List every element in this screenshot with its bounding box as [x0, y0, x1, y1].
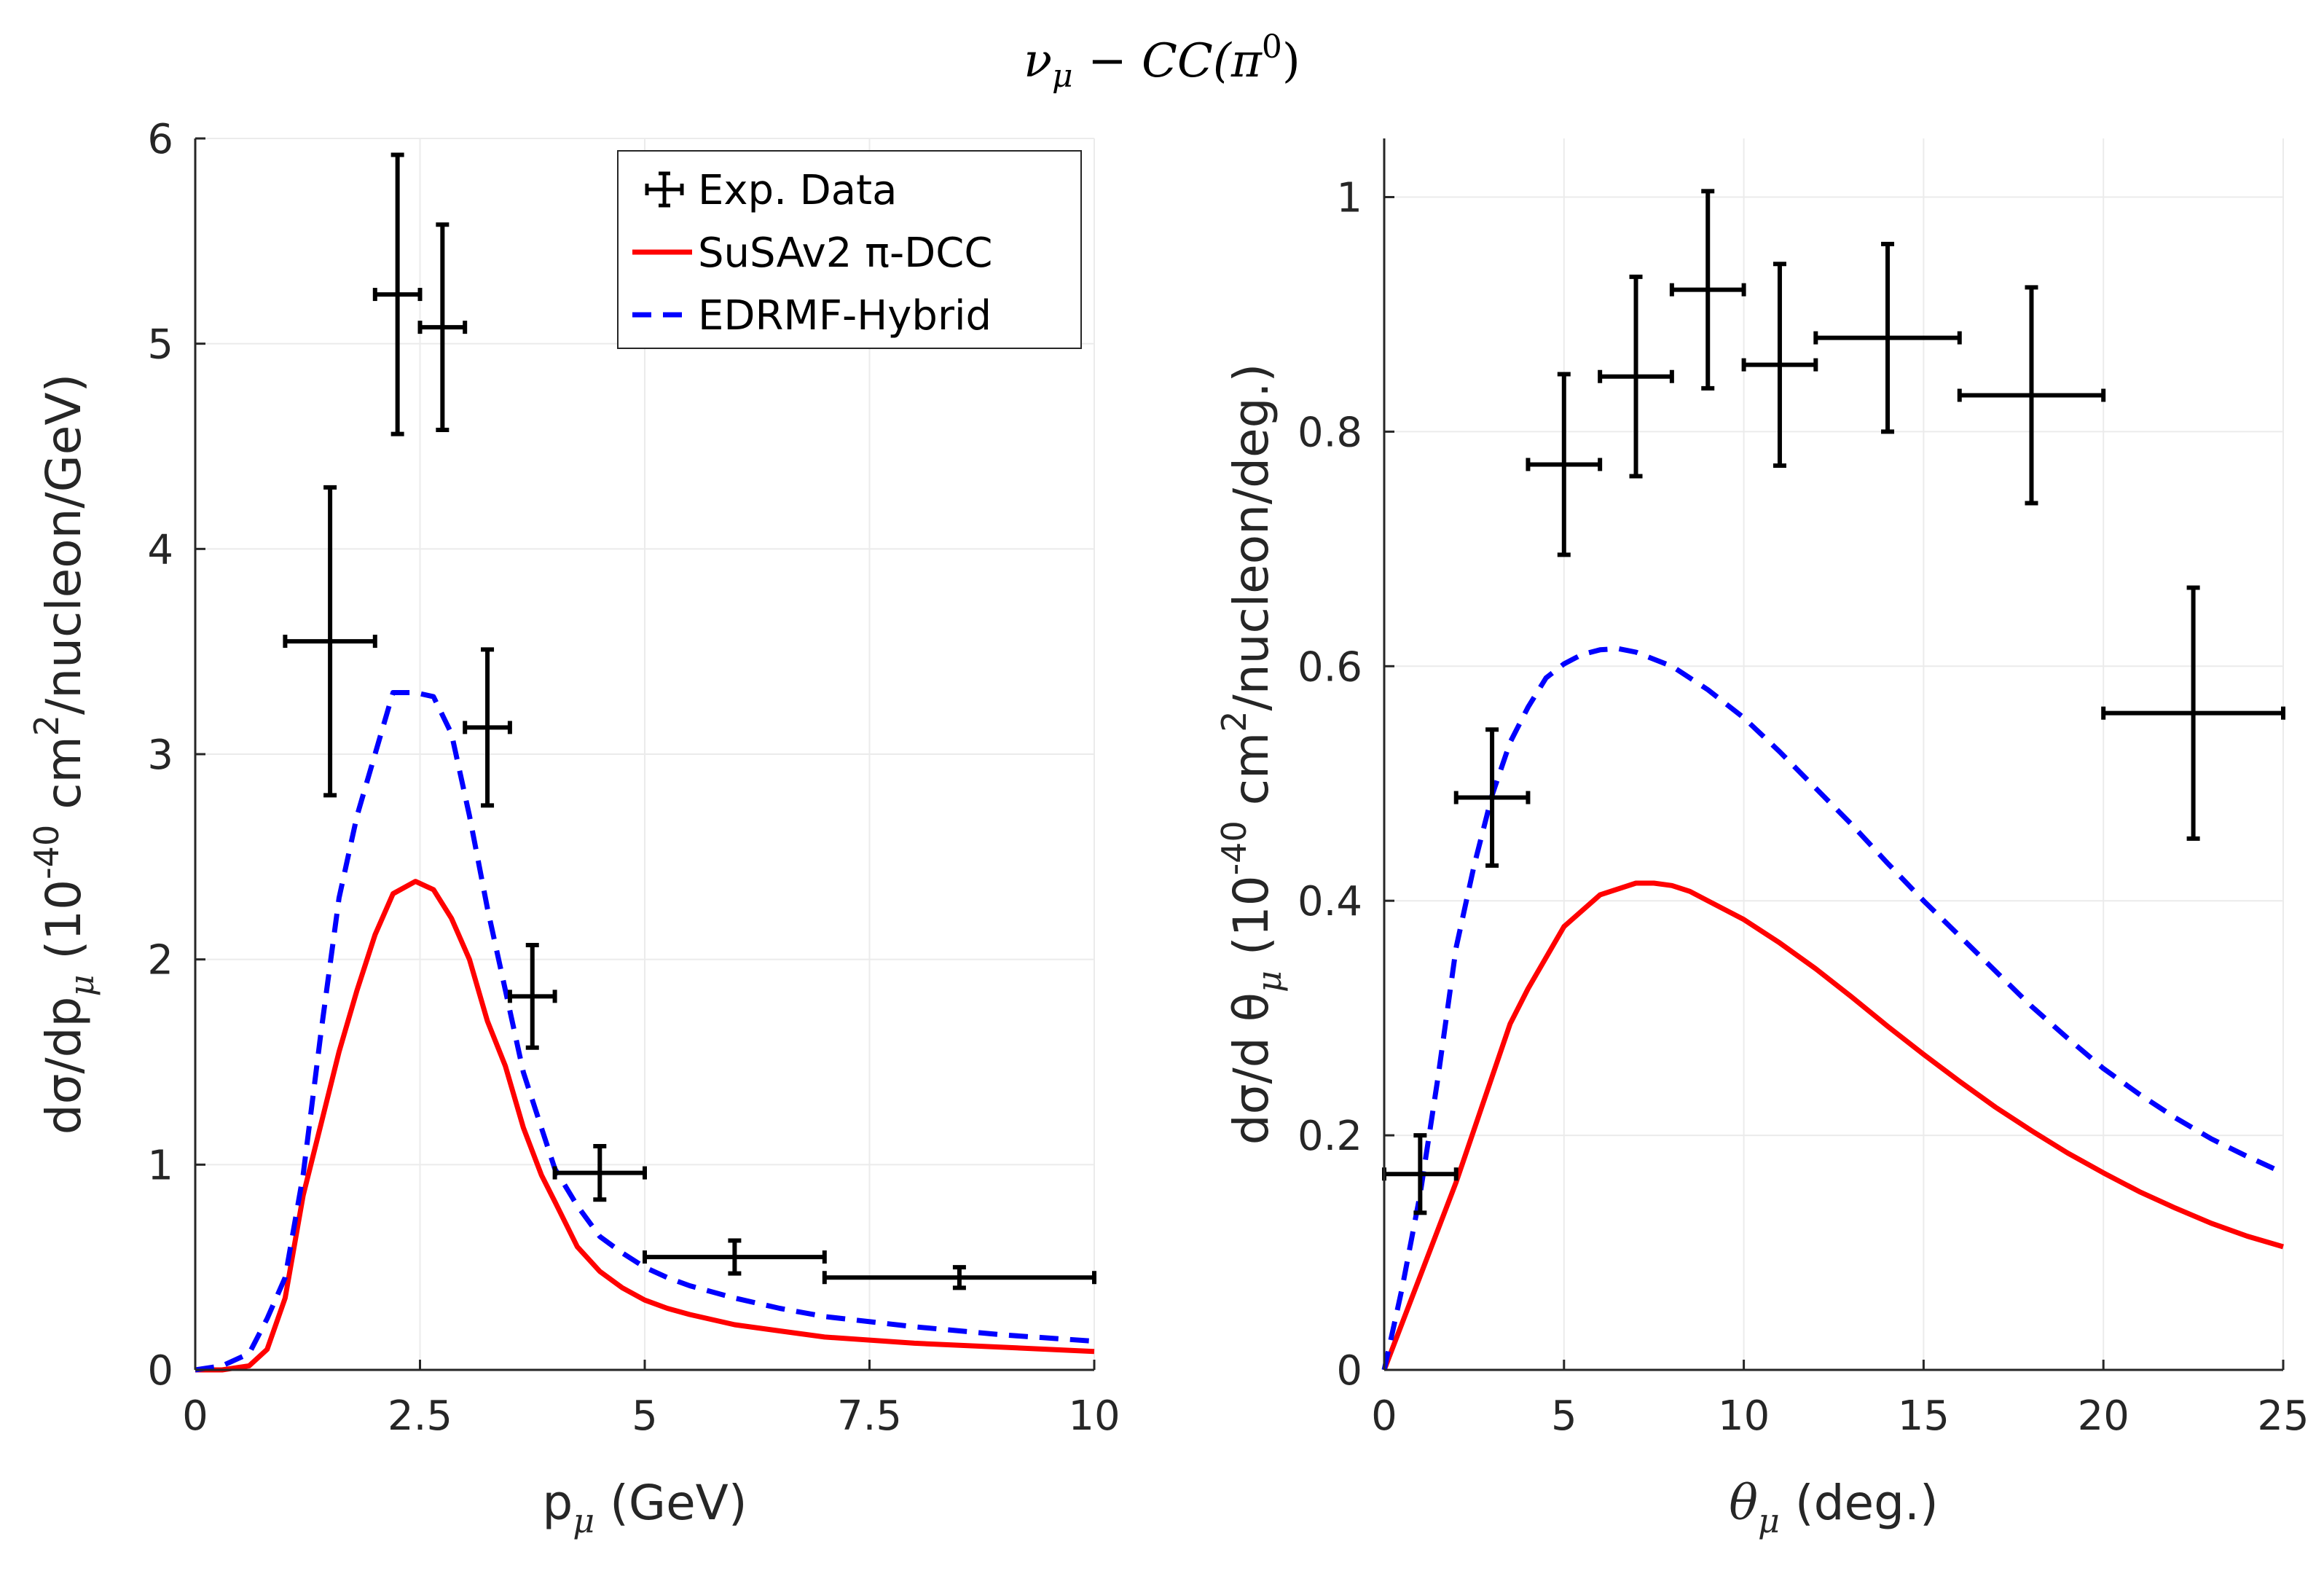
right-panel: 0 5 10 15 20 25 0 0.2 0.4 0.6 0.8 1 θμ (deg.) dσ/d … — [1214, 138, 2309, 1540]
left-exp-data-point — [822, 1265, 1096, 1290]
right-y-tick-label: 0 — [1336, 1347, 1362, 1395]
left-x-tick-label: 0 — [182, 1392, 208, 1440]
left-y-tick-label: 6 — [147, 116, 173, 163]
right-x-tick-label: 15 — [1898, 1392, 1950, 1440]
left-exp-data-point — [372, 152, 423, 436]
right-x-axis-label: θμ (deg.) — [1729, 1475, 1939, 1540]
right-curves — [1381, 646, 2285, 1371]
right-x-tick-label: 5 — [1551, 1392, 1577, 1440]
right-exp-data-point — [1741, 262, 1818, 469]
right-y-tick-label: 0.2 — [1298, 1113, 1362, 1160]
legend-label-susav2: SuSAv2 π-DCC — [698, 230, 992, 277]
left-exp-data-point — [463, 647, 512, 808]
right-axes — [1383, 138, 2285, 1371]
left-exp-data-point — [507, 942, 557, 1050]
right-exp-data-point — [2101, 585, 2285, 841]
right-exp-data-point — [1813, 241, 1962, 434]
legend-label-exp-data: Exp. Data — [698, 167, 897, 214]
left-y-axis-label: dσ/dpμ (10-40 cm2/nucleon/GeV) — [27, 374, 101, 1135]
left-y-tick-label: 2 — [147, 937, 173, 984]
left-tick-labels: 0 2.5 5 7.5 10 0 1 2 3 4 5 6 — [147, 116, 1120, 1440]
left-exp-data-point — [283, 485, 377, 798]
figure-title: νμ − CC(π0) — [1024, 28, 1300, 95]
right-x-tick-label: 0 — [1371, 1392, 1397, 1440]
right-susav2-line — [1381, 880, 2284, 1371]
left-x-tick-label: 7.5 — [837, 1392, 902, 1440]
left-y-tick-label: 3 — [147, 732, 173, 779]
left-susav2-line — [195, 879, 1095, 1373]
right-exp-data-point — [1453, 727, 1531, 868]
right-x-tick-label: 20 — [2078, 1392, 2129, 1440]
left-panel: 0 2.5 5 7.5 10 0 1 2 3 4 5 6 Exp. Data SuSAv2 π-DCC… — [27, 116, 1120, 1540]
right-y-tick-label: 1 — [1336, 174, 1362, 222]
right-x-tick-label: 10 — [1718, 1392, 1770, 1440]
left-curves — [195, 690, 1095, 1373]
legend-box — [617, 150, 1082, 349]
legend-errorbar-icon — [645, 171, 684, 208]
right-exp-data-point — [1598, 274, 1674, 479]
right-exp-data — [1382, 189, 2285, 1215]
left-y-tick-label: 5 — [147, 321, 173, 369]
left-exp-data-point — [417, 222, 468, 432]
right-y-axis-label: dσ/d θμ (10-40 cm2/nucleon/deg.) — [1214, 364, 1289, 1145]
right-y-tick-label: 0.8 — [1298, 409, 1362, 456]
right-tick-labels: 0 5 10 15 20 25 0 0.2 0.4 0.6 0.8 1 — [1298, 174, 2309, 1440]
left-x-tick-label: 5 — [632, 1392, 658, 1440]
left-y-tick-label: 1 — [147, 1142, 173, 1189]
right-y-tick-label: 0.4 — [1298, 878, 1362, 925]
left-y-tick-label: 0 — [147, 1347, 173, 1395]
left-axes — [194, 137, 1096, 1371]
left-x-axis-label: pμ (GeV) — [542, 1475, 747, 1540]
left-exp-data-point — [643, 1238, 827, 1276]
right-y-tick-label: 0.6 — [1298, 643, 1362, 691]
left-exp-data-point — [552, 1143, 647, 1202]
left-y-tick-label: 4 — [147, 526, 173, 573]
right-x-tick-label: 25 — [2257, 1392, 2309, 1440]
right-exp-data-point — [1669, 189, 1746, 391]
legend-label-edrmf: EDRMF-Hybrid — [698, 292, 992, 340]
left-x-tick-label: 2.5 — [388, 1392, 452, 1440]
left-x-tick-label: 10 — [1068, 1392, 1120, 1440]
right-exp-data-point — [1957, 285, 2106, 506]
left-exp-data — [283, 152, 1096, 1290]
legend: Exp. Data SuSAv2 π-DCC EDRMF-Hybrid — [617, 150, 1082, 349]
right-plot-area — [1384, 138, 2283, 1370]
right-exp-data-point — [1526, 372, 1603, 557]
right-edrmf-hybrid-line — [1381, 646, 2285, 1371]
